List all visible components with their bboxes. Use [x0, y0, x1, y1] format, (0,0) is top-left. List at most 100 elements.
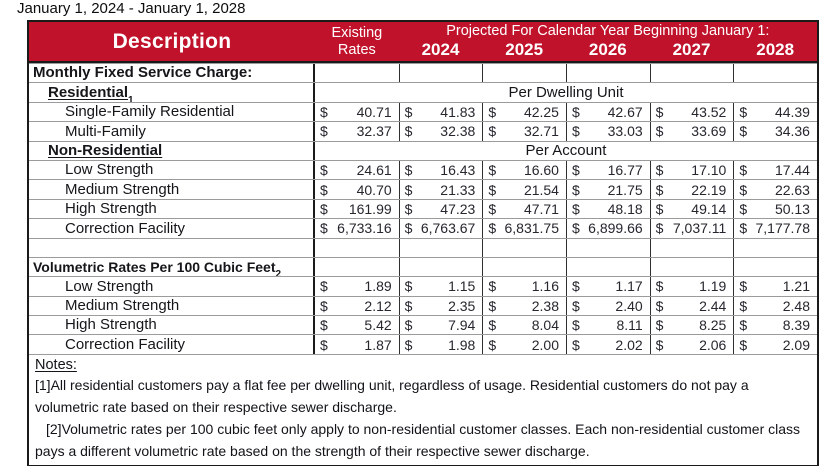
rate-value: 8.11	[616, 317, 643, 334]
rate-cell: $1.17	[565, 277, 650, 296]
currency-symbol: $	[320, 317, 328, 334]
rate-value: 41.83	[440, 103, 476, 120]
rate-cell: $40.71	[315, 103, 399, 121]
currency-symbol: $	[488, 103, 497, 120]
rate-cell: $1.21	[733, 277, 817, 296]
rate-value: 8.25	[699, 317, 727, 334]
row-label: Low Strength	[65, 161, 154, 179]
rate-value: 22.19	[691, 181, 727, 198]
year-header-2026: 2026	[588, 40, 627, 59]
rate-cell	[649, 257, 734, 277]
rate-value: 1.16	[531, 278, 559, 295]
currency-symbol: $	[739, 278, 748, 295]
rate-value: 1.87	[364, 336, 392, 353]
rate-cell: $2.09	[733, 335, 817, 354]
notes-heading: Notes:	[35, 356, 77, 373]
rate-value: 17.44	[774, 162, 810, 179]
currency-symbol: $	[571, 336, 580, 353]
rate-value: 32.38	[440, 123, 476, 140]
rate-cell: $21.75	[565, 180, 650, 199]
currency-symbol: $	[320, 103, 328, 120]
rate-cell: $47.71	[482, 199, 566, 219]
currency-symbol: $	[739, 297, 748, 314]
rate-cell	[482, 257, 566, 277]
rate-value: 24.61	[356, 162, 392, 179]
row-high-strength-fixed: High Strength $161.99 $47.23 $47.71 $48.…	[29, 198, 817, 219]
rate-cell: $22.63	[733, 180, 817, 199]
rate-cell: $22.19	[649, 180, 734, 199]
unit-span-per-dwelling-unit: Per Dwelling Unit	[508, 84, 624, 102]
rate-value: 6,763.67	[420, 220, 476, 237]
rate-cell	[315, 239, 399, 257]
rate-cell: $6,831.75	[482, 219, 566, 238]
row-label: Non-Residential	[48, 141, 163, 159]
existing-rates-line2: Rates	[337, 41, 376, 58]
rate-value: 6,831.75	[504, 220, 559, 237]
description-cell: Single-Family Residential	[29, 102, 315, 122]
rate-cell: $6,899.66	[565, 219, 650, 238]
rate-cell: $44.39	[733, 102, 817, 122]
currency-symbol: $	[739, 336, 748, 353]
rate-value: 1.17	[615, 278, 643, 295]
year-header-2025: 2025	[505, 40, 544, 59]
rate-value: 40.71	[356, 103, 392, 120]
rate-cell: $41.83	[398, 102, 483, 122]
currency-symbol: $	[739, 181, 748, 198]
currency-symbol: $	[488, 317, 497, 334]
rate-cell: $8.04	[482, 316, 566, 335]
rate-value: 21.33	[440, 181, 476, 198]
rate-value: 22.63	[774, 181, 810, 198]
rate-cell: $21.33	[398, 180, 483, 199]
rate-cell: $2.00	[482, 335, 566, 354]
row-label: Residential	[48, 83, 129, 101]
description-cell: Correction Facility	[29, 335, 315, 354]
rate-cell: $5.42	[315, 316, 399, 334]
row-medium-strength-volumetric: Medium Strength $2.12 $2.35 $2.38 $2.40 …	[29, 295, 817, 316]
rate-value: 2.02	[615, 336, 643, 353]
currency-symbol: $	[571, 181, 580, 198]
rate-value: 1.19	[699, 278, 727, 295]
rate-value: 49.14	[691, 200, 727, 217]
description-cell: Correction Facility	[29, 219, 315, 238]
row-spacer	[29, 237, 817, 257]
row-residential: Residential 1 Per Dwelling Unit	[29, 82, 817, 102]
rate-value: 44.39	[774, 103, 810, 120]
currency-symbol: $	[320, 181, 328, 198]
row-label: Single-Family Residential	[65, 103, 235, 121]
col-header-existing-rates: Existing Rates	[315, 22, 399, 61]
rate-cell	[649, 64, 734, 83]
unit-span-per-account: Per Account	[525, 142, 607, 160]
rate-value: 16.60	[523, 162, 559, 179]
currency-symbol: $	[655, 162, 664, 179]
rate-value: 40.70	[356, 181, 392, 198]
row-label: High Strength	[65, 200, 157, 218]
rate-value: 32.37	[356, 123, 392, 140]
rate-cell	[398, 257, 483, 277]
currency-symbol: $	[488, 220, 497, 237]
existing-rates-line1: Existing	[331, 24, 383, 41]
rate-cell	[565, 64, 650, 83]
rate-cell: $6,733.16	[315, 219, 399, 237]
currency-symbol: $	[571, 278, 580, 295]
rate-cell: $1.15	[398, 277, 483, 296]
description-cell: High Strength	[29, 199, 315, 219]
rate-value: 16.77	[607, 162, 643, 179]
notes-section: Notes: [1]All residential customers pay …	[29, 353, 817, 465]
currency-symbol: $	[320, 336, 328, 353]
rate-value: 32.71	[523, 123, 559, 140]
rate-cell	[398, 64, 483, 83]
currency-symbol: $	[655, 278, 664, 295]
currency-symbol: $	[739, 220, 748, 237]
rate-value: 5.42	[364, 317, 392, 334]
currency-symbol: $	[571, 297, 580, 314]
description-cell: Multi-Family	[29, 122, 315, 141]
rate-cell: $2.40	[565, 296, 650, 316]
rate-value: 2.40	[615, 297, 643, 314]
rate-value: 34.36	[774, 123, 810, 140]
currency-symbol: $	[739, 317, 748, 334]
rate-cell: $43.52	[649, 102, 734, 122]
row-label: Medium Strength	[65, 297, 180, 315]
row-label: High Strength	[65, 316, 157, 334]
rate-value: 6,733.16	[337, 220, 392, 237]
rate-value: 7.94	[448, 317, 476, 334]
